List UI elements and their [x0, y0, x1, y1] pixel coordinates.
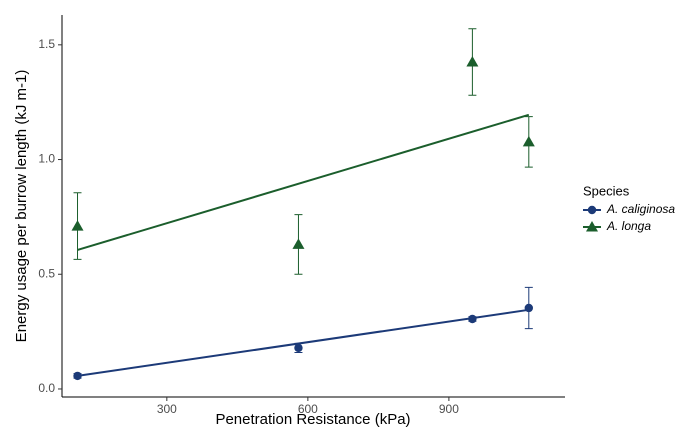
triangle-point: [292, 238, 305, 249]
point: [524, 303, 534, 313]
point: [294, 343, 303, 353]
legend-label: A. longa: [606, 219, 651, 233]
legend-marker: [586, 221, 598, 232]
triangle-point: [466, 56, 479, 67]
x-axis-title: Penetration Resistance (kPa): [215, 411, 410, 428]
triangle-point: [71, 220, 84, 231]
point: [73, 371, 82, 381]
legend-label: A. caliginosa: [606, 202, 675, 216]
fit-line: [77, 308, 529, 377]
x-tick-label: 900: [439, 402, 459, 416]
x-tick-label: 600: [298, 402, 318, 416]
y-tick-label: 1.5: [38, 37, 55, 51]
y-tick-label: 1.0: [38, 152, 55, 166]
y-tick-label: 0.5: [38, 266, 55, 280]
point: [468, 314, 477, 324]
legend-title: Species: [583, 183, 630, 198]
legend-marker: [587, 205, 597, 215]
triangle-point: [522, 135, 535, 147]
y-axis-title: Energy usage per burrow length (kJ m-1): [13, 70, 30, 343]
fit-line: [77, 113, 530, 251]
y-tick-label: 0.0: [38, 381, 55, 395]
x-tick-label: 300: [157, 402, 177, 416]
